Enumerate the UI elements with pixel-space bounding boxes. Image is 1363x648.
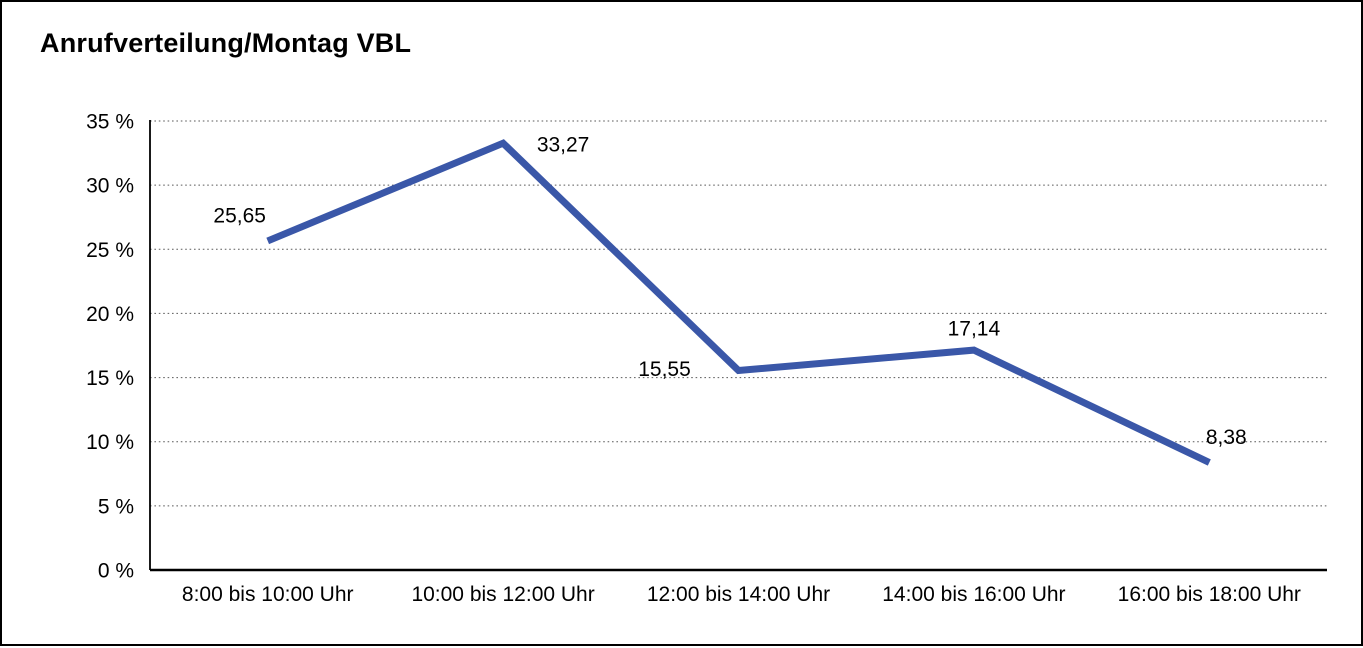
data-point-label: 33,27 [537, 134, 590, 157]
data-point-label: 8,38 [1206, 426, 1247, 449]
data-point-label: 25,65 [213, 204, 266, 227]
y-axis-tick-label: 25 % [86, 239, 134, 262]
x-axis-category-label: 10:00 bis 12:00 Uhr [411, 583, 594, 606]
y-axis-tick-label: 15 % [86, 367, 134, 390]
y-axis-tick-label: 20 % [86, 303, 134, 326]
x-axis-category-label: 14:00 bis 16:00 Uhr [882, 583, 1065, 606]
y-axis-tick-label: 30 % [86, 175, 134, 198]
chart-title: Anrufverteilung/Montag VBL [40, 28, 412, 58]
data-point-label: 15,55 [638, 358, 691, 381]
x-axis-category-label: 12:00 bis 14:00 Uhr [647, 583, 830, 606]
y-axis-tick-label: 35 % [86, 111, 134, 134]
x-axis-category-label: 16:00 bis 18:00 Uhr [1118, 583, 1301, 606]
data-series-line [266, 139, 1211, 466]
y-axis-tick-label: 5 % [98, 495, 134, 518]
x-axis-category-label: 8:00 bis 10:00 Uhr [182, 583, 354, 606]
data-point-label: 17,14 [948, 318, 1001, 341]
y-axis-tick-label: 10 % [86, 431, 134, 454]
y-axis-tick-label: 0 % [98, 560, 134, 583]
